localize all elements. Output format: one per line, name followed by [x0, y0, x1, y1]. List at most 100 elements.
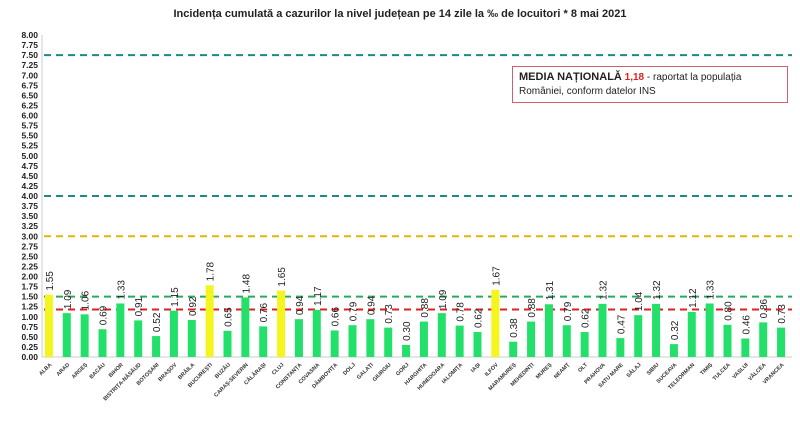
x-tick-label: GIURGIU	[372, 362, 393, 383]
x-tick-label: IAȘI	[470, 362, 482, 374]
y-tick-label: 1.25	[21, 302, 38, 312]
x-tick-label: ILFOV	[484, 362, 500, 378]
x-tick-label: TIMIȘ	[699, 362, 714, 377]
bar	[598, 303, 607, 357]
y-tick-label: 8.00	[21, 30, 38, 40]
y-tick-label: 4.75	[21, 161, 38, 171]
y-tick-label: 7.25	[21, 60, 38, 70]
bar	[616, 338, 625, 357]
bar	[473, 332, 482, 357]
bar	[312, 309, 321, 357]
y-tick-label: 6.00	[21, 111, 38, 121]
data-label: 1.12	[688, 288, 699, 308]
bar	[205, 285, 214, 357]
bar	[580, 332, 589, 357]
y-tick-label: 3.25	[21, 221, 38, 231]
bar	[223, 330, 232, 357]
bar	[330, 330, 339, 357]
x-tick-label: BIHOR	[108, 362, 125, 379]
data-label: 0.79	[349, 301, 360, 321]
bar	[348, 325, 357, 357]
bar	[652, 303, 661, 357]
bar	[544, 304, 553, 357]
y-tick-label: 2.50	[21, 251, 38, 261]
data-label: 1.17	[313, 286, 324, 306]
data-label: 0.66	[331, 307, 342, 327]
y-tick-label: 2.25	[21, 261, 38, 271]
data-label: 1.33	[706, 280, 717, 300]
bar	[80, 314, 89, 357]
y-tick-label: 1.75	[21, 282, 38, 292]
x-tick-label: OLT	[577, 362, 589, 374]
bar	[98, 329, 107, 357]
bar	[134, 320, 143, 357]
data-label: 0.62	[581, 308, 592, 328]
y-tick-label: 5.25	[21, 141, 38, 151]
y-tick-label: 1.00	[21, 312, 38, 322]
data-label: 0.78	[456, 302, 467, 322]
y-tick-label: 6.50	[21, 90, 38, 100]
x-tick-label: BRAȘOV	[157, 362, 178, 383]
data-label: 0.47	[616, 314, 627, 334]
data-label: 0.88	[420, 298, 431, 318]
bar	[116, 303, 125, 357]
bar	[152, 336, 161, 357]
data-label: 1.33	[116, 280, 127, 300]
note-text: - raportat la populația României, confor…	[519, 72, 742, 97]
data-label: 0.91	[134, 296, 145, 316]
data-label: 1.65	[277, 267, 288, 287]
y-tick-label: 3.50	[21, 211, 38, 221]
bar	[437, 313, 446, 357]
bar	[759, 322, 768, 357]
data-label: 0.86	[759, 298, 770, 318]
data-label: 0.38	[509, 318, 520, 338]
y-tick-label: 7.00	[21, 70, 38, 80]
bar	[402, 344, 411, 357]
data-label: 0.30	[402, 321, 413, 341]
x-tick-label: TULCEA	[712, 362, 732, 382]
y-tick-label: 5.50	[21, 131, 38, 141]
x-tick-label: NEAMȚ	[553, 362, 572, 381]
data-label: 0.73	[777, 304, 788, 324]
y-tick-label: 2.00	[21, 272, 38, 282]
y-tick-label: 5.75	[21, 121, 38, 131]
data-label: 1.32	[652, 280, 663, 300]
y-tick-label: 3.00	[21, 231, 38, 241]
note-value: 1,18	[624, 72, 645, 83]
bar	[741, 338, 750, 357]
bar	[366, 319, 375, 357]
data-label: 0.92	[188, 296, 199, 316]
y-tick-label: 4.00	[21, 191, 38, 201]
bar	[277, 290, 286, 357]
national-average-note: MEDIA NAȚIONALĂ 1,18 - raportat la popul…	[512, 66, 788, 103]
bar	[509, 341, 518, 357]
x-tick-label: CLUJ	[271, 362, 285, 376]
x-tick-label: ALBA	[38, 362, 53, 377]
y-tick-label: 2.75	[21, 241, 38, 251]
data-label: 1.15	[170, 287, 181, 307]
data-label: 0.88	[527, 298, 538, 318]
data-label: 0.94	[366, 295, 377, 315]
bar	[187, 319, 196, 357]
x-tick-label: GORJ	[395, 362, 410, 377]
data-label: 1.09	[63, 289, 74, 309]
x-tick-label: DOLJ	[342, 362, 357, 377]
data-label: 1.78	[206, 261, 217, 281]
y-tick-label: 7.50	[21, 50, 38, 60]
data-label: 0.73	[384, 304, 395, 324]
data-label: 1.06	[81, 290, 92, 310]
data-label: 0.79	[563, 301, 574, 321]
data-label: 0.94	[295, 295, 306, 315]
y-tick-label: 6.75	[21, 80, 38, 90]
y-tick-label: 3.75	[21, 201, 38, 211]
x-tick-label: SĂLAJ	[625, 361, 643, 379]
x-tick-label: SIBIU	[646, 362, 661, 377]
y-tick-label: 0.50	[21, 332, 38, 342]
y-tick-label: 6.25	[21, 100, 38, 110]
y-tick-label: 4.25	[21, 181, 38, 191]
note-label: MEDIA NAȚIONALĂ	[519, 71, 622, 83]
data-label: 0.62	[474, 308, 485, 328]
bar	[384, 327, 393, 357]
data-label: 0.32	[670, 320, 681, 340]
